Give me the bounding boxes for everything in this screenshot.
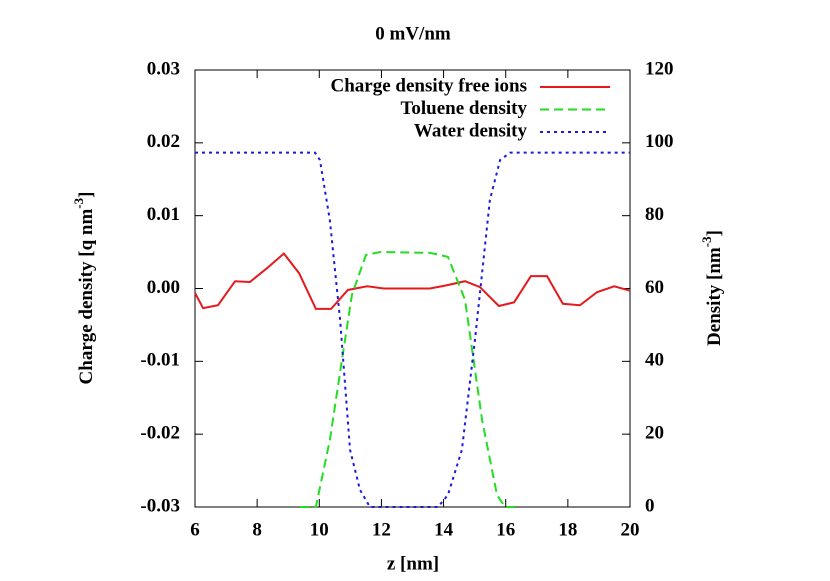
y-tick-label: -0.01 (140, 350, 180, 371)
y-tick-label: 0.03 (147, 58, 180, 79)
y2-tick-label: 120 (645, 58, 674, 79)
legend-label: Toluene density (400, 98, 527, 119)
legend-label: Charge density free ions (331, 75, 528, 96)
y2-tick-label: 100 (645, 131, 674, 152)
y-tick-label: 0.01 (147, 204, 180, 225)
legend-label: Water density (414, 120, 528, 141)
y2-tick-label: 0 (645, 495, 655, 516)
series-line (194, 252, 631, 310)
series-line (300, 251, 516, 508)
y2-tick-label: 40 (645, 350, 664, 371)
y-axis-label: Charge density [q nm-3] (71, 192, 97, 385)
x-tick-label: 18 (558, 519, 577, 540)
y2-tick-label: 80 (645, 204, 664, 225)
y2-axis-label: Density [nm-3] (699, 230, 725, 346)
y2-tick-label: 20 (645, 423, 664, 444)
series-line (195, 151, 630, 508)
x-tick-label: 12 (372, 519, 391, 540)
x-tick-label: 14 (434, 519, 454, 540)
x-tick-label: 10 (310, 519, 329, 540)
y-tick-label: 0.00 (147, 277, 180, 298)
chart-title: 0 mV/nm (375, 23, 451, 44)
x-tick-label: 8 (252, 519, 262, 540)
x-tick-label: 20 (621, 519, 640, 540)
y-tick-label: -0.02 (140, 423, 180, 444)
x-tick-label: 6 (190, 519, 200, 540)
y2-tick-label: 60 (645, 277, 664, 298)
y-tick-label: -0.03 (140, 495, 180, 516)
x-axis-label: z [nm] (387, 553, 439, 574)
x-tick-label: 16 (496, 519, 515, 540)
y-tick-label: 0.02 (147, 131, 180, 152)
